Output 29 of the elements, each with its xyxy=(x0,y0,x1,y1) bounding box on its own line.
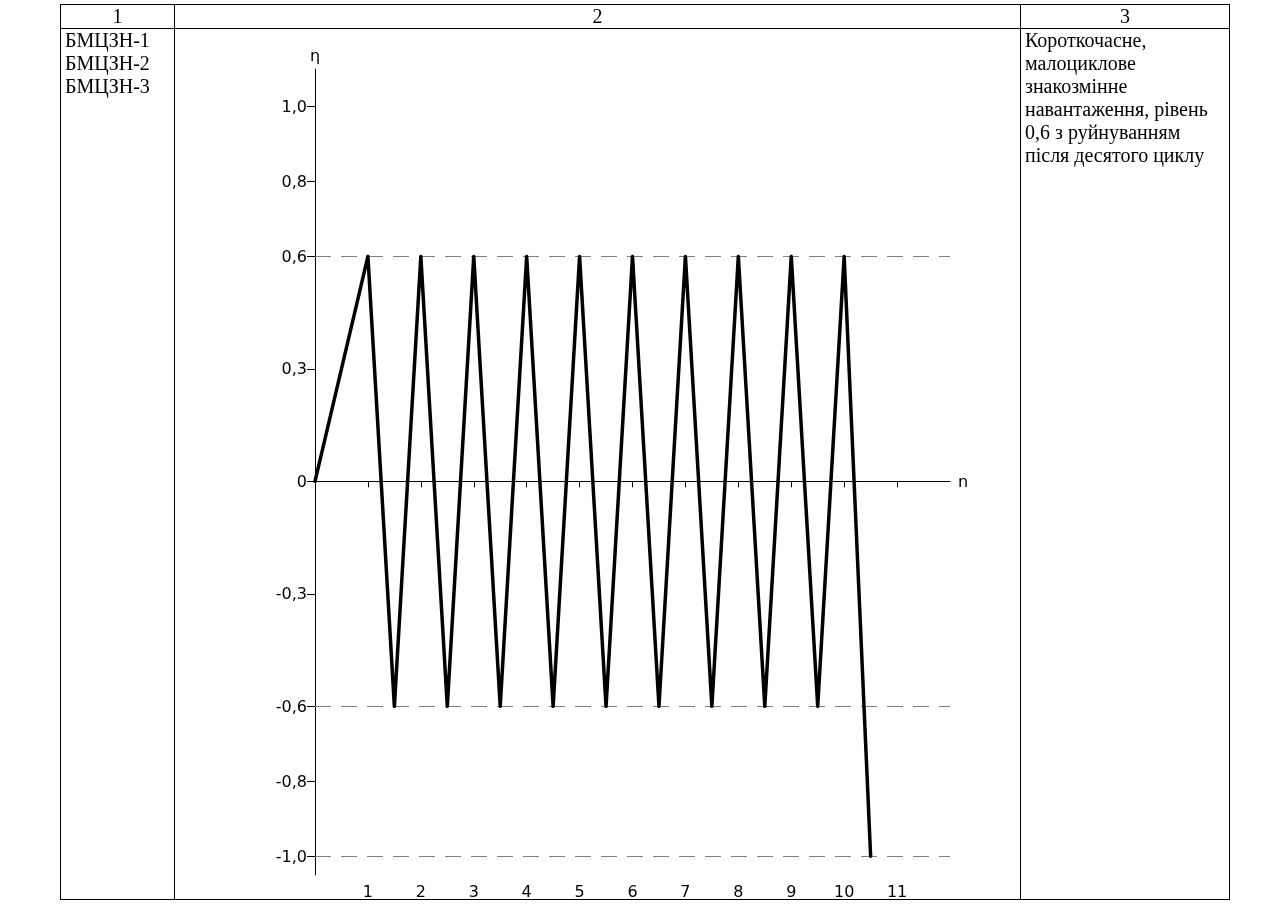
x-tick-label: 4 xyxy=(521,881,532,901)
x-tick-label: 8 xyxy=(733,881,744,901)
y-tick-label: -0,6 xyxy=(275,696,307,716)
x-tick-label: 10 xyxy=(833,881,855,901)
text: БМЦЗН-1 xyxy=(65,29,151,52)
x-tick-label: 11 xyxy=(886,881,908,901)
y-tick-label: 0,6 xyxy=(281,246,307,266)
text: Короткочасне, малоциклове знакозмінне навантаження, рівень 0,6 з руйнуванням після десятого циклу xyxy=(1020,28,1230,900)
x-tick-label: 1 xyxy=(362,881,374,901)
text: 3 xyxy=(1020,4,1230,29)
x-tick-label: 9 xyxy=(786,881,797,901)
y-tick-label: -0,8 xyxy=(275,771,307,791)
y-tick-label: 1,0 xyxy=(281,96,307,116)
x-tick-label: 2 xyxy=(415,881,426,901)
text: 2 xyxy=(174,4,1021,29)
y-tick-label: 0,3 xyxy=(281,359,307,379)
text: БМЦЗН-2 xyxy=(65,52,151,75)
text: 1 xyxy=(60,4,175,29)
x-tick-label: 6 xyxy=(627,881,638,901)
y-axis-title: η xyxy=(309,45,321,65)
x-axis-title: n xyxy=(958,471,969,491)
y-tick-label: -1,0 xyxy=(275,846,307,866)
text: БМЦЗН-3 xyxy=(65,75,151,98)
x-tick-label: 3 xyxy=(468,881,479,901)
y-tick-label: 0,8 xyxy=(281,171,307,191)
x-tick-label: 5 xyxy=(574,881,585,901)
y-tick-label: 0 xyxy=(296,471,307,491)
y-tick-label: -0,3 xyxy=(275,584,307,604)
x-tick-label: 7 xyxy=(680,881,691,901)
